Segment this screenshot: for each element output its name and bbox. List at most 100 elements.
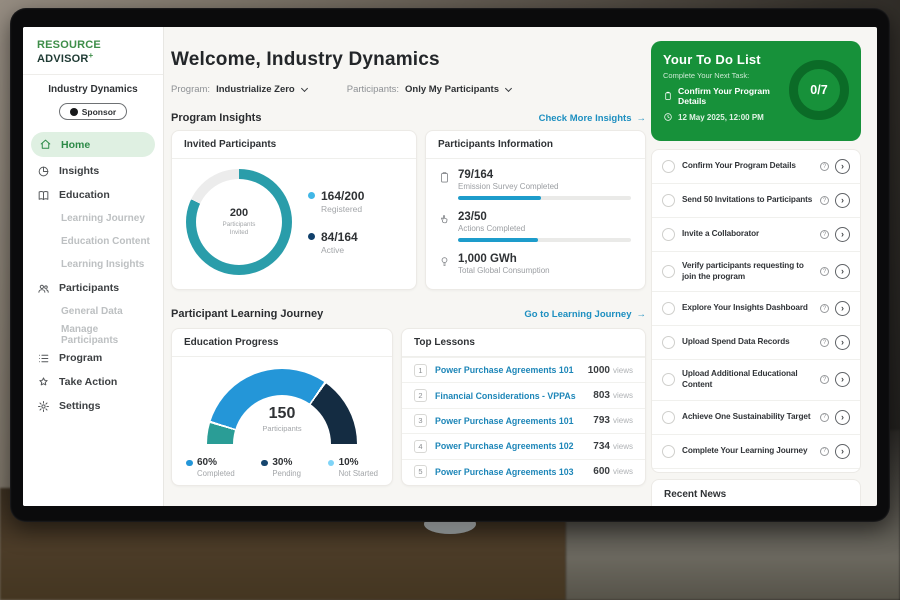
recent-news-title: Recent News [664, 489, 727, 500]
chevron-right-button[interactable] [835, 193, 850, 208]
views-count: 600 [593, 466, 610, 478]
section-title: Participant Learning Journey [171, 308, 324, 320]
task-checkbox[interactable] [662, 194, 675, 207]
sponsor-badge-label: Sponsor [81, 106, 117, 117]
donut-center: 200 Participants Invited [196, 179, 282, 265]
task-row[interactable]: Achieve One Sustainability Target [652, 401, 860, 435]
legend-label: Pending [272, 469, 301, 478]
task-row[interactable]: Upload Spend Data Records [652, 326, 860, 361]
task-checkbox[interactable] [662, 373, 675, 387]
rank-badge: 4 [414, 439, 427, 453]
info-icon[interactable] [820, 375, 829, 385]
chevron-right-button[interactable] [835, 301, 850, 317]
task-checkbox[interactable] [662, 410, 675, 424]
info-icon[interactable] [820, 304, 829, 314]
lesson-link[interactable]: Financial Considerations - VPPAs [435, 390, 576, 401]
task-label: Send 50 Invitations to Participants [682, 195, 813, 205]
task-row[interactable]: Complete Your Learning Journey [652, 435, 860, 469]
legend-item-active: 84/164 Active [308, 230, 364, 255]
chevron-down-icon [300, 84, 308, 93]
participants-dropdown[interactable]: Participants: Only My Participants [347, 84, 513, 95]
legend-value: 164/200 [321, 189, 365, 203]
sidebar-item-education[interactable]: Education [23, 183, 163, 207]
check-more-insights-link[interactable]: Check More Insights [539, 113, 646, 124]
chevron-right-button[interactable] [835, 372, 850, 388]
info-icon[interactable] [820, 267, 829, 277]
invited-donut-chart: 200 Participants Invited [186, 169, 292, 275]
sidebar-item-take-action[interactable]: Take Action [23, 370, 163, 394]
sidebar-item-program[interactable]: Program [23, 346, 163, 370]
info-icon[interactable] [820, 338, 829, 348]
link-label: Go to Learning Journey [524, 308, 632, 320]
lesson-link[interactable]: Power Purchase Agreements 101 [435, 365, 574, 376]
sidebar-item-home[interactable]: Home [31, 132, 155, 157]
actions-icon [438, 211, 458, 242]
legend-pct: 60% [197, 457, 218, 468]
chevron-right-button[interactable] [835, 227, 850, 242]
rank-badge: 1 [414, 363, 427, 377]
task-row[interactable]: Send 50 Invitations to Participants [652, 184, 860, 218]
sidebar-item-general-data[interactable]: General Data [23, 300, 163, 323]
chevron-right-button[interactable] [835, 443, 850, 459]
lesson-row[interactable]: 2 Financial Considerations - VPPAs 803 v… [402, 382, 645, 407]
lesson-link[interactable]: Power Purchase Agreements 102 [435, 441, 574, 452]
views-suffix: views [612, 365, 633, 375]
lesson-row[interactable]: 5 Power Purchase Agreements 103 600 view… [402, 458, 645, 484]
task-row[interactable]: Verify participants requesting to join t… [652, 252, 860, 293]
sidebar-item-insights[interactable]: Insights [23, 159, 163, 183]
sidebar-item-learning-journey[interactable]: Learning Journey [23, 207, 163, 230]
survey-icon [438, 169, 458, 200]
task-row[interactable]: Upload Additional Educational Content [652, 360, 860, 401]
sidebar-item-label: General Data [61, 306, 123, 317]
next-task-label: Confirm Your Program Details [678, 86, 770, 106]
task-row[interactable]: Explore Your Insights Dashboard [652, 292, 860, 327]
views-suffix: views [612, 416, 633, 426]
program-dropdown[interactable]: Program: Industrialize Zero [171, 84, 308, 95]
stat-row-actions: 23/50 Actions Completed [438, 211, 631, 242]
education-icon [37, 189, 52, 202]
info-icon[interactable] [820, 230, 829, 239]
sidebar-item-settings[interactable]: Settings [23, 394, 163, 418]
legend-pct: 10% [338, 457, 359, 468]
sidebar-item-participants[interactable]: Participants [23, 276, 163, 300]
lesson-row[interactable]: 3 Power Purchase Agreements 101 793 view… [402, 407, 645, 433]
brand-logo: RESOURCE ADVISOR+ [23, 27, 163, 75]
views-count: 803 [593, 390, 610, 402]
sidebar-item-manage-participants[interactable]: Manage Participants [23, 323, 163, 346]
invited-legend: 164/200 Registered 84/164 Active [308, 189, 364, 255]
recent-news-card: Recent News [651, 479, 861, 506]
invited-participants-card: Invited Participants 200 Participants In… [171, 130, 417, 290]
sidebar-item-education-content[interactable]: Education Content [23, 230, 163, 253]
info-icon[interactable] [820, 412, 829, 422]
chevron-right-button[interactable] [835, 264, 850, 280]
task-label: Verify participants requesting to join t… [682, 261, 804, 281]
settings-icon [37, 400, 52, 413]
info-icon[interactable] [820, 196, 829, 205]
chevron-right-button[interactable] [835, 409, 850, 425]
stat-value: 1,000 GWh [458, 253, 517, 265]
lesson-link[interactable]: Power Purchase Agreements 103 [435, 466, 574, 477]
lesson-link[interactable]: Power Purchase Agreements 101 [435, 415, 574, 426]
chevron-right-button[interactable] [835, 335, 850, 351]
legend-label: Not Started [338, 469, 378, 478]
chevron-right-button[interactable] [835, 159, 850, 174]
info-icon[interactable] [820, 446, 829, 456]
filter-bar: Program: Industrialize Zero Participants… [171, 84, 513, 95]
education-legend: 60% Completed 30% Pending 10% Not Starte… [172, 447, 392, 478]
lesson-row[interactable]: 1 Power Purchase Agreements 101 1000 vie… [402, 357, 645, 382]
task-checkbox[interactable] [662, 336, 675, 350]
task-row[interactable]: Invite a Collaborator [652, 218, 860, 252]
lesson-row[interactable]: 4 Power Purchase Agreements 102 734 view… [402, 433, 645, 458]
task-checkbox[interactable] [662, 302, 675, 316]
task-row[interactable]: Confirm Your Program Details [652, 150, 860, 184]
collapse-tasks-link[interactable]: Collapse Tasks [652, 469, 860, 472]
sidebar-item-label: Settings [59, 400, 101, 412]
task-checkbox[interactable] [662, 265, 675, 279]
info-icon[interactable] [820, 162, 829, 171]
chevron-down-icon [504, 84, 513, 93]
go-to-learning-journey-link[interactable]: Go to Learning Journey [524, 309, 646, 320]
task-checkbox[interactable] [662, 160, 675, 173]
sidebar-item-learning-insights[interactable]: Learning Insights [23, 253, 163, 276]
task-checkbox[interactable] [662, 444, 675, 458]
task-checkbox[interactable] [662, 228, 675, 241]
